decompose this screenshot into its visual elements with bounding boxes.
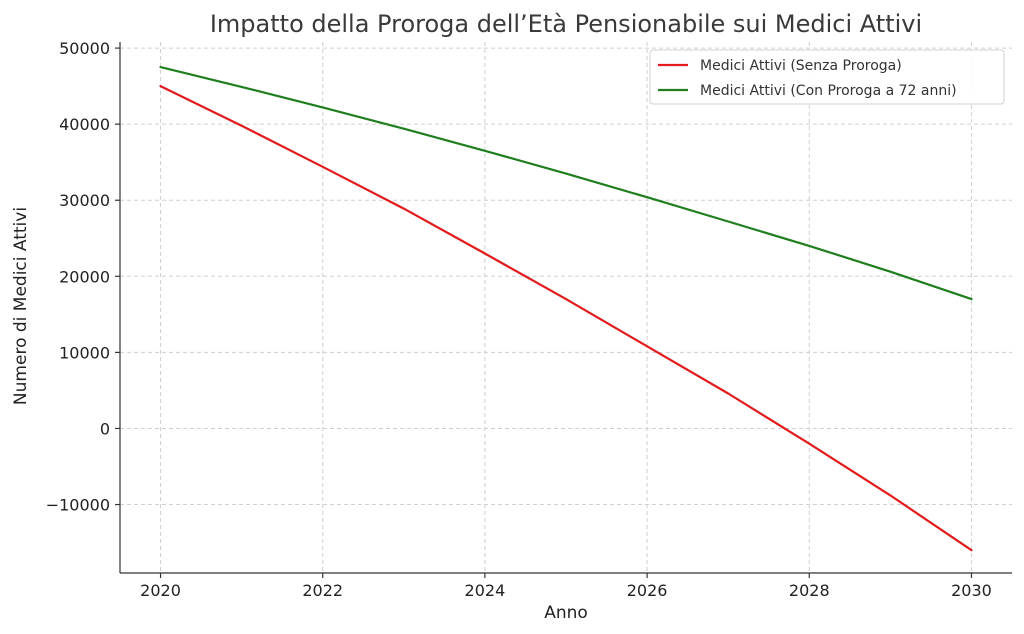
series-line-0 <box>159 84 973 552</box>
y-tick-label: 20000 <box>59 267 110 286</box>
y-axis-ticks: −10000 0 10000 20000 30000 40000 50000 <box>46 39 120 515</box>
x-tick-label: 2024 <box>465 581 506 600</box>
legend-label-1: Medici Attivi (Con Proroga a 72 anni) <box>700 83 957 99</box>
legend: Medici Attivi (Senza Proroga) Medici Atti… <box>649 49 1005 105</box>
legend-label-0: Medici Attivi (Senza Proroga) <box>700 58 902 74</box>
y-tick-label: 10000 <box>59 343 110 362</box>
axes <box>119 42 1012 574</box>
y-tick-label: 40000 <box>59 115 110 134</box>
y-tick-label: −10000 <box>46 496 110 515</box>
series-line-1 <box>159 65 973 301</box>
x-axis-label: Anno <box>544 603 588 623</box>
x-axis-ticks: 2020 2022 2024 2026 2028 2030 <box>140 573 992 600</box>
series-lines <box>159 65 973 552</box>
y-tick-label: 0 <box>100 419 110 438</box>
x-tick-label: 2026 <box>627 581 668 600</box>
y-axis-label: Numero di Medici Attivi <box>11 207 31 405</box>
x-tick-label: 2022 <box>302 581 343 600</box>
y-tick-label: 30000 <box>59 191 110 210</box>
x-tick-label: 2028 <box>789 581 830 600</box>
grid <box>120 42 1012 573</box>
x-tick-label: 2020 <box>140 581 181 600</box>
legend-box <box>649 49 1005 105</box>
x-tick-label: 2030 <box>951 581 992 600</box>
y-tick-label: 50000 <box>59 39 110 58</box>
chart-title: Impatto della Proroga dell’Età Pensionab… <box>210 10 922 38</box>
